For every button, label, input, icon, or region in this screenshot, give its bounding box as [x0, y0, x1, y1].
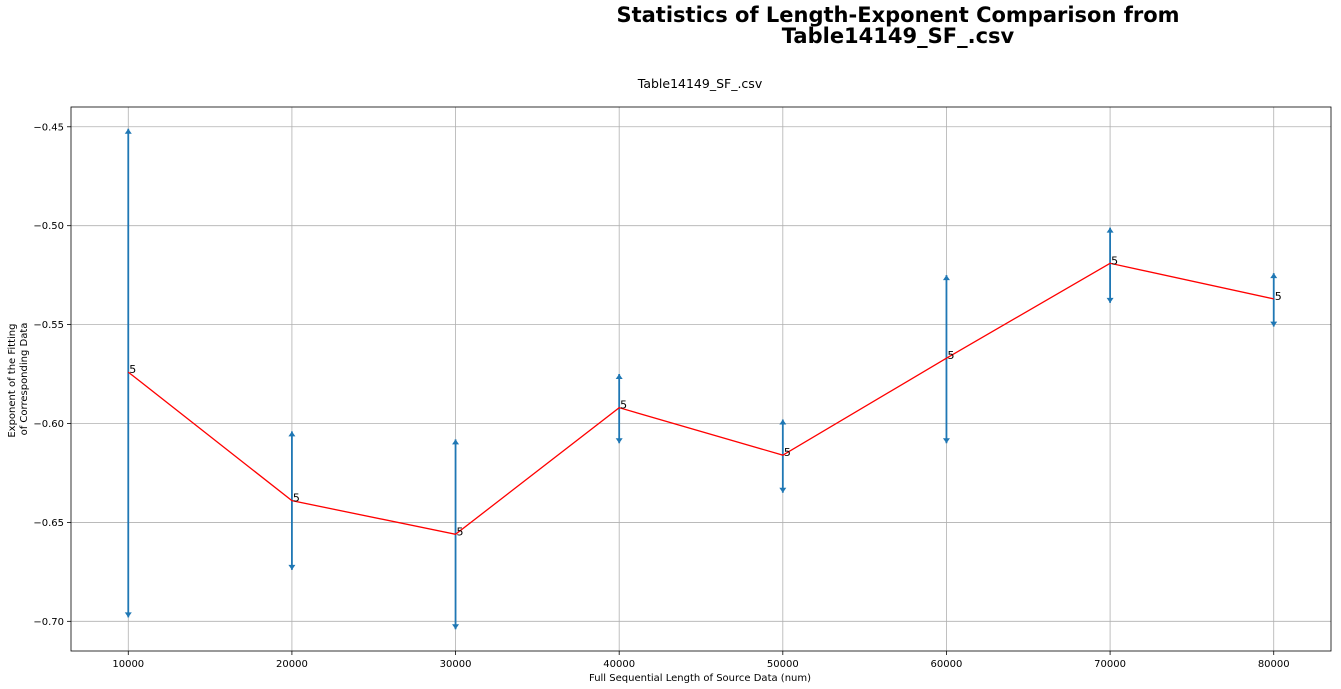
count-label: 5 [129, 363, 136, 376]
mean-line [127, 262, 1274, 535]
y-tick-label: −0.55 [33, 320, 64, 331]
plot-frame [70, 106, 1332, 652]
x-tick-label: 60000 [931, 659, 963, 670]
y-tick-label: −0.70 [33, 617, 64, 628]
count-label: 5 [784, 446, 791, 459]
count-label: 5 [1275, 290, 1282, 303]
error-cap-upper [779, 419, 787, 425]
error-cap-upper [942, 275, 950, 281]
x-tick-label: 40000 [603, 659, 635, 670]
count-label: 5 [620, 399, 627, 412]
count-labels: 5 5 5 5 5 5 5 5 [129, 254, 1281, 538]
x-axis: 10000 20000 30000 40000 50000 60000 70000 80000 [112, 651, 1290, 670]
chart-suptitle-line-1: Statistics of Length-Exponent Comparison… [616, 3, 1179, 27]
count-label: 5 [947, 349, 954, 362]
y-tick-label: −0.65 [33, 518, 64, 529]
y-tick-label: −0.50 [33, 221, 64, 232]
x-axis-label: Full Sequential Length of Source Data (n… [589, 673, 811, 684]
error-cap-lower [615, 438, 623, 444]
error-cap-lower [288, 564, 296, 570]
grid-layer [71, 107, 1331, 651]
error-cap-lower [1270, 321, 1278, 327]
x-tick-label: 70000 [1094, 659, 1126, 670]
error-cap-upper [452, 439, 460, 445]
count-label: 5 [293, 492, 300, 505]
error-bars [124, 128, 1278, 630]
x-tick-label: 20000 [276, 659, 308, 670]
error-cap-upper [615, 374, 623, 380]
error-cap-upper [1106, 227, 1114, 233]
y-tick-label: −0.45 [33, 122, 64, 133]
error-cap-lower [452, 624, 460, 630]
count-label: 5 [1111, 254, 1118, 267]
error-cap-lower [124, 612, 132, 618]
y-axis-label: Exponent of the Fitting of Corresponding… [7, 320, 30, 437]
x-tick-label: 10000 [112, 659, 144, 670]
count-label: 5 [457, 525, 464, 538]
y-axis-label-line-1: Exponent of the Fitting [7, 324, 18, 438]
error-cap-lower [779, 487, 787, 493]
y-axis-label-line-2: of Corresponding Data [19, 323, 30, 436]
chart-title: Table14149_SF_.csv [637, 76, 763, 91]
x-tick-label: 80000 [1258, 659, 1290, 670]
chart-suptitle-line-2: Table14149_SF_.csv [782, 24, 1015, 48]
mean-line-layer [127, 262, 1274, 535]
error-cap-lower [942, 438, 950, 444]
x-tick-label: 50000 [767, 659, 799, 670]
error-cap-lower [1106, 297, 1114, 303]
x-tick-label: 30000 [440, 659, 472, 670]
y-tick-label: −0.60 [33, 419, 64, 430]
error-cap-upper [1270, 273, 1278, 279]
error-cap-upper [124, 128, 132, 134]
y-axis: −0.70 −0.65 −0.60 −0.55 −0.50 −0.45 [33, 122, 71, 628]
error-cap-upper [288, 431, 296, 437]
